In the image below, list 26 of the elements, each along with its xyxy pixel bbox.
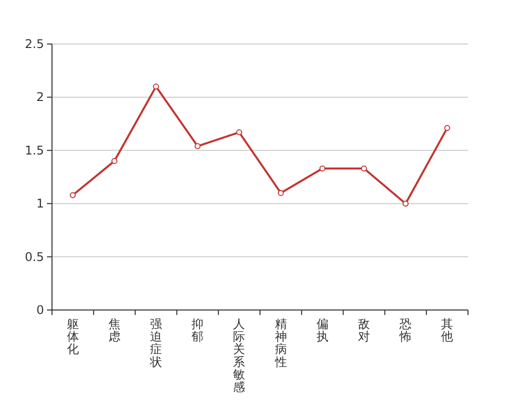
point — [278, 190, 284, 196]
x-tick-label: 其他 — [441, 317, 454, 344]
x-tick-label: 偏执 — [316, 317, 328, 344]
point — [111, 158, 118, 164]
point — [70, 192, 76, 198]
y-tick-label: 0.5 — [24, 250, 44, 264]
point — [361, 165, 367, 172]
y-tick-label: 0 — [36, 303, 44, 317]
x-tick-label: 敌对 — [358, 317, 370, 344]
point — [153, 84, 159, 90]
x-tick-label: 人际关系敏感 — [233, 317, 246, 394]
x-tick-label: 精神病性 — [274, 317, 287, 369]
y-tick-label: 1 — [36, 196, 44, 211]
point — [444, 125, 450, 132]
y-tick-label: 1.5 — [24, 143, 44, 158]
point — [319, 165, 326, 172]
y-tick-label: 2 — [36, 90, 44, 104]
point — [236, 129, 242, 136]
x-tick-label: 恐怖 — [398, 317, 412, 344]
x-tick-label: 强迫症状 — [149, 317, 162, 369]
point — [194, 143, 201, 150]
y-tick-label: 2.5 — [24, 37, 44, 51]
x-tick-label: 抑郁 — [192, 317, 204, 344]
x-tick-label: 躯体化 — [66, 317, 79, 356]
x-tick-label: 焦虑 — [108, 317, 120, 344]
point — [402, 200, 409, 207]
